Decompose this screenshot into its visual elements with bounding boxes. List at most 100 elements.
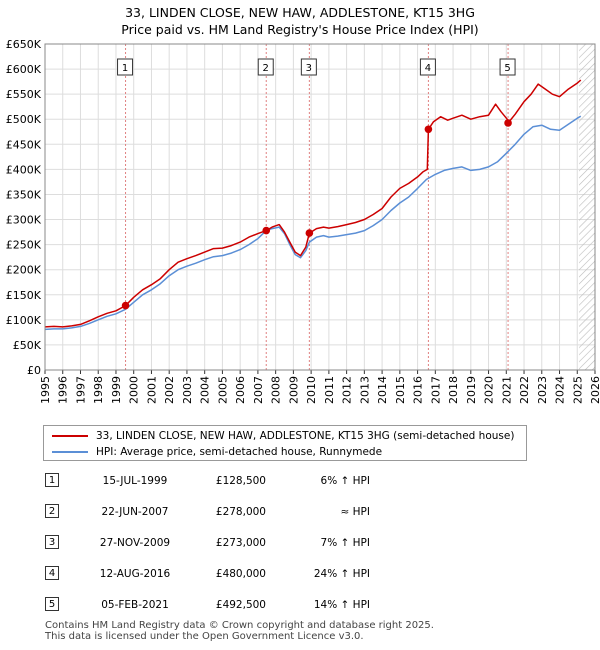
legend-label-hpi: HPI: Average price, semi-detached house,… <box>96 446 383 458</box>
x-tick-label: 1998 <box>92 376 105 404</box>
x-tick-label: 1997 <box>74 376 87 404</box>
x-tick-label: 2019 <box>465 376 478 404</box>
sale-row: 5 05-FEB-2021 £492,500 14% ↑ HPI <box>0 594 600 616</box>
y-tick-label: £500K <box>6 113 42 126</box>
x-tick-label: 1995 <box>39 376 52 404</box>
sale-number: 5 <box>45 597 59 611</box>
sale-number: 4 <box>45 566 59 580</box>
x-tick-label: 2014 <box>376 376 389 404</box>
x-tick-label: 1996 <box>57 376 70 404</box>
x-tick-label: 2020 <box>483 376 496 404</box>
sale-hpi-comparison: 14% ↑ HPI <box>313 599 370 611</box>
sale-hpi-comparison: 24% ↑ HPI <box>313 568 370 580</box>
sale-label-box <box>300 58 317 76</box>
x-tick-label: 2000 <box>128 376 141 404</box>
price-chart: 1 2 3 4 5 £0 £50K £100K £150K £200K £250K £300K £35… <box>6 38 600 404</box>
legend: 33, LINDEN CLOSE, NEW HAW, ADDLESTONE, K… <box>43 425 527 461</box>
y-tick-label: £550K <box>6 88 42 101</box>
x-tick-label: 2009 <box>287 376 300 404</box>
series-line-property <box>44 79 582 328</box>
plot-border <box>44 43 596 371</box>
x-tick-label: 2004 <box>199 376 212 404</box>
sale-date: 22-JUN-2007 <box>101 506 169 518</box>
future-hatch <box>579 44 595 370</box>
x-tick-label: 2010 <box>305 376 318 404</box>
sale-hpi-comparison: 7% ↑ HPI <box>320 537 370 549</box>
y-tick-label: £400K <box>6 163 42 176</box>
series-lines <box>44 79 582 331</box>
sale-point <box>121 301 130 310</box>
sale-row: 1 15-JUL-1999 £128,500 6% ↑ HPI <box>0 470 600 492</box>
y-tick-label: £600K <box>6 63 42 76</box>
sale-date: 05-FEB-2021 <box>101 599 169 611</box>
sale-label: 2 <box>263 63 269 74</box>
sale-label: 4 <box>425 63 431 74</box>
sale-point <box>424 125 433 134</box>
x-tick-label: 2017 <box>429 376 442 404</box>
sale-price: £128,500 <box>215 475 266 487</box>
sale-price: £273,000 <box>215 537 266 549</box>
x-tick-label: 2012 <box>341 376 354 404</box>
sale-number: 1 <box>45 473 59 487</box>
y-tick-label: £650K <box>6 38 42 51</box>
series-line-hpi <box>44 115 582 331</box>
y-tick-label: £200K <box>6 264 42 277</box>
sale-label-box <box>257 58 274 76</box>
gridlines <box>44 43 596 371</box>
legend-swatch-property <box>52 435 88 437</box>
x-tick-label: 1999 <box>110 376 123 404</box>
sale-label: 1 <box>122 63 128 74</box>
sale-number: 3 <box>45 535 59 549</box>
sale-label-box <box>419 58 436 76</box>
sale-date: 12-AUG-2016 <box>99 568 171 580</box>
x-tick-label: 2016 <box>412 376 425 404</box>
sale-markers: 1 2 3 4 5 <box>117 44 516 370</box>
y-tick-label: £300K <box>6 214 42 227</box>
x-tick-label: 2025 <box>571 376 584 404</box>
footer: Contains HM Land Registry data © Crown c… <box>45 620 434 642</box>
x-tick-label: 2023 <box>536 376 549 404</box>
x-tick-label: 2013 <box>358 376 371 404</box>
x-tick-label: 2005 <box>216 376 229 404</box>
chart-title: 33, LINDEN CLOSE, NEW HAW, ADDLESTONE, K… <box>0 4 600 38</box>
sale-date: 15-JUL-1999 <box>102 475 168 487</box>
y-tick-label: £50K <box>13 339 42 352</box>
y-tick-label: £0 <box>27 364 41 377</box>
y-tick-label: £250K <box>6 239 42 252</box>
title-line-2: Price paid vs. HM Land Registry's House … <box>121 22 479 37</box>
axes: £0 £50K £100K £150K £200K £250K £300K £350K £400… <box>6 38 600 404</box>
x-tick-label: 2007 <box>252 376 265 404</box>
x-tick-label: 2008 <box>270 376 283 404</box>
x-tick-label: 2021 <box>500 376 513 404</box>
footer-line-2: This data is licensed under the Open Gov… <box>45 631 364 642</box>
sale-price: £278,000 <box>215 506 266 518</box>
sale-row: 3 27-NOV-2009 £273,000 7% ↑ HPI <box>0 532 600 554</box>
footer-line-1: Contains HM Land Registry data © Crown c… <box>45 620 434 631</box>
sale-point <box>262 226 271 235</box>
sale-row: 4 12-AUG-2016 £480,000 24% ↑ HPI <box>0 563 600 585</box>
sale-label: 3 <box>306 63 312 74</box>
x-tick-label: 2018 <box>447 376 460 404</box>
sale-number: 2 <box>45 504 59 518</box>
legend-label-property: 33, LINDEN CLOSE, NEW HAW, ADDLESTONE, K… <box>96 430 515 442</box>
title-line-1: 33, LINDEN CLOSE, NEW HAW, ADDLESTONE, K… <box>125 5 475 20</box>
y-tick-label: £100K <box>6 314 42 327</box>
x-tick-label: 2011 <box>323 376 336 404</box>
sale-label: 5 <box>504 63 510 74</box>
sale-row: 2 22-JUN-2007 £278,000 ≈ HPI <box>0 501 600 523</box>
y-tick-label: £150K <box>6 289 42 302</box>
x-tick-label: 2003 <box>181 376 194 404</box>
sale-label-box <box>117 58 134 76</box>
x-tick-label: 2006 <box>234 376 247 404</box>
y-tick-label: £350K <box>6 188 42 201</box>
y-tick-label: £450K <box>6 138 42 151</box>
x-tick-label: 2015 <box>394 376 407 404</box>
sale-label-box <box>499 58 516 76</box>
x-tick-label: 2002 <box>163 376 176 404</box>
sale-point <box>305 229 314 237</box>
x-tick-label: 2022 <box>518 376 531 404</box>
sale-hpi-comparison: 6% ↑ HPI <box>320 475 370 487</box>
legend-swatch-hpi <box>52 451 88 453</box>
x-tick-label: 2001 <box>145 376 158 404</box>
sale-price: £480,000 <box>215 568 266 580</box>
